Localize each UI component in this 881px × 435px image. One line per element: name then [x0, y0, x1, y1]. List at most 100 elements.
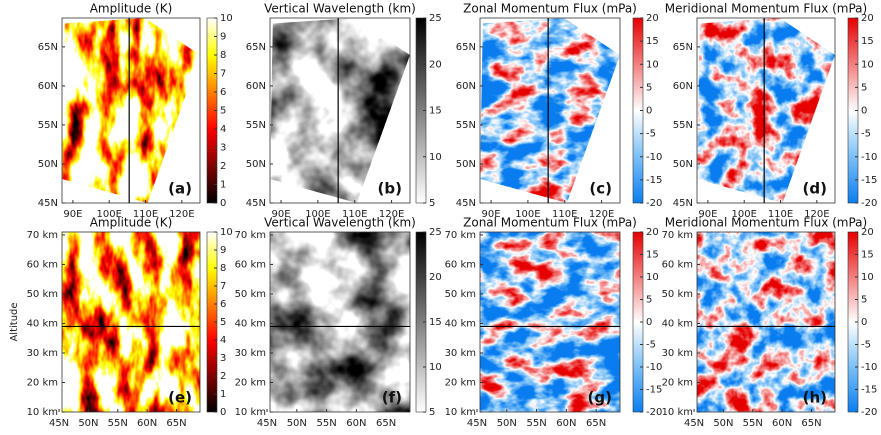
y-tick-label: 60N	[456, 81, 476, 92]
colorbar-tick-label: -5	[646, 340, 656, 351]
y-tick-label: 50 km	[235, 289, 266, 300]
y-tick-label: 55N	[38, 120, 58, 131]
colorbar-tick-label: 20	[646, 227, 659, 238]
y-tick-label: 10 km	[27, 407, 58, 418]
x-tick-label: 45N	[257, 418, 277, 429]
y-tick-label: 10 km	[445, 407, 476, 418]
plot-frame	[61, 17, 201, 204]
y-tick-label: 55N	[456, 120, 476, 131]
colorbar-tick-label: 5	[861, 295, 867, 306]
x-tick-label: 100E	[305, 209, 330, 220]
y-tick-label: 45N	[456, 198, 476, 209]
colorbar-tick-label: 20	[861, 13, 874, 24]
x-tick-label: 120E	[589, 209, 614, 220]
colorbar-tick-label: 10	[646, 59, 659, 70]
colorbar-tick-label: 2	[220, 371, 226, 382]
x-tick-label: 90E	[63, 209, 82, 220]
x-tick-label: 60N	[137, 418, 157, 429]
y-tick-label: 70 km	[235, 230, 266, 241]
colorbar-tick-label: 1	[220, 389, 226, 400]
colorbar-tick-label: -5	[861, 340, 871, 351]
y-tick-label: 40 km	[235, 318, 266, 329]
panel-label: (f)	[382, 389, 402, 407]
colorbar-tick-label: 10	[220, 13, 233, 24]
colorbar-tick-label: -15	[646, 385, 662, 396]
y-tick-label: 50 km	[445, 289, 476, 300]
colorbar-tick-label: 5	[861, 82, 867, 93]
colorbar-tick-label: 7	[220, 281, 226, 292]
colorbar-tick-label: 10	[429, 152, 442, 163]
y-tick-label: 55N	[673, 120, 693, 131]
x-tick-label: 45N	[49, 418, 69, 429]
colorbar-tick-label: 6	[220, 87, 226, 98]
colorbar-tick-label: 9	[220, 32, 226, 43]
y-tick-label: 65N	[456, 42, 476, 53]
x-tick-label: 60N	[772, 418, 792, 429]
y-tick-label: 60N	[38, 81, 58, 92]
plot-frame	[61, 231, 201, 413]
plot-frame	[479, 231, 621, 413]
colorbar-tick-label: 5	[646, 82, 652, 93]
y-tick-label: 55N	[246, 120, 266, 131]
x-tick-label: 100E	[515, 209, 540, 220]
x-tick-label: 120E	[169, 209, 194, 220]
colorbar-tick-label: 5	[220, 317, 226, 328]
x-tick-label: 55N	[108, 418, 128, 429]
y-tick-label: 30 km	[27, 348, 58, 359]
x-tick-label: 45N	[684, 418, 704, 429]
x-tick-label: 65N	[586, 418, 606, 429]
x-tick-label: 50N	[287, 418, 307, 429]
colorbar-tick-label: 15	[646, 250, 659, 261]
x-tick-label: 100E	[97, 209, 122, 220]
panel-label: (b)	[378, 180, 402, 198]
panel-label: (g)	[588, 389, 612, 407]
colorbar-tick-label: -20	[861, 407, 877, 418]
x-tick-label: 90E	[482, 209, 501, 220]
y-tick-label: 40 km	[27, 318, 58, 329]
heatmap	[62, 232, 200, 412]
y-tick-label: 10 km	[662, 407, 693, 418]
y-tick-label: 60N	[673, 81, 693, 92]
x-tick-label: 55N	[526, 418, 546, 429]
y-tick-label: 20 km	[235, 377, 266, 388]
y-tick-label: 60 km	[27, 259, 58, 270]
y-tick-label: 30 km	[235, 348, 266, 359]
y-tick-label: 70 km	[662, 230, 693, 241]
y-tick-label: 10 km	[235, 407, 266, 418]
y-tick-label: 30 km	[445, 348, 476, 359]
y-tick-label: 50 km	[662, 289, 693, 300]
colorbar-tick-label: -10	[646, 152, 662, 163]
panel-label: (a)	[168, 180, 192, 198]
y-tick-label: 70 km	[27, 230, 58, 241]
panel-label: (e)	[168, 389, 192, 407]
colorbar-tick-label: -5	[861, 129, 871, 140]
colorbar-tick-label: 8	[220, 50, 226, 61]
x-tick-label: 60N	[346, 418, 366, 429]
y-tick-label: 60 km	[662, 259, 693, 270]
panel-title: Zonal Momentum Flux (mPa)	[463, 2, 637, 16]
x-tick-label: 65N	[801, 418, 821, 429]
heatmap	[697, 232, 835, 412]
y-tick-label: 20 km	[445, 377, 476, 388]
panel: 45N 50N 55N 60N 65N 10 km 20 km 30 km 40 km 50 km…	[235, 216, 442, 430]
colorbar-tick-label: -10	[861, 152, 877, 163]
y-axis-label: Altitude	[9, 302, 20, 341]
colorbar-tick-label: 15	[429, 106, 442, 117]
colorbar-tick-label: 10	[220, 227, 233, 238]
x-tick-label: 110E	[342, 209, 367, 220]
x-tick-label: 110E	[768, 209, 793, 220]
y-tick-label: 30 km	[662, 348, 693, 359]
y-tick-label: 45N	[38, 198, 58, 209]
colorbar-tick-label: 15	[861, 250, 874, 261]
panel-title: Amplitude (K)	[90, 216, 173, 230]
colorbar-tick-label: 8	[220, 263, 226, 274]
y-tick-label: 50N	[246, 159, 266, 170]
plot-frame	[696, 17, 836, 204]
colorbar-tick-label: 15	[646, 36, 659, 47]
panel-title: Vertical Wavelength (km)	[264, 216, 416, 230]
plot-frame	[269, 231, 411, 413]
x-tick-label: 50N	[78, 418, 98, 429]
colorbar-tick-label: 10	[861, 272, 874, 283]
colorbar-tick-label: 3	[220, 143, 226, 154]
